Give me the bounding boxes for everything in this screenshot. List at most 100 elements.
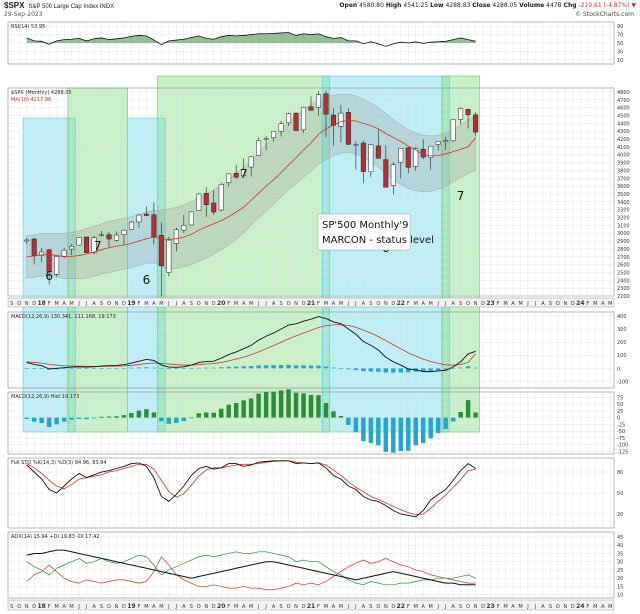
candle-body [24, 239, 30, 242]
y-tick-label: -100 [617, 379, 628, 385]
macd-hist-bar [346, 417, 351, 425]
candle-body [203, 193, 209, 205]
x-tick-label: A [332, 301, 336, 307]
x-tick-label: M [324, 301, 328, 307]
macd-hist-bar [159, 417, 164, 422]
y-tick-label: 2600 [617, 263, 630, 269]
x-tick-label: O [107, 301, 111, 307]
y-tick-label: -25 [617, 422, 625, 428]
macd-hist-bar [413, 417, 418, 446]
macd-mini-hist-bar [443, 368, 448, 370]
x-tick-label: S [10, 604, 13, 610]
macd-hist-bar [443, 417, 448, 429]
candle-body [128, 221, 134, 230]
candle-body [181, 225, 187, 231]
macd-mini-hist-bar [91, 368, 97, 369]
candle-body [398, 148, 404, 163]
macd-mini-hist-bar [69, 368, 74, 369]
macd-hist-bar [361, 417, 366, 442]
macd-hist-bar [450, 417, 456, 422]
x-tick-label: A [272, 301, 276, 307]
x-tick-label: 19 [127, 603, 135, 610]
macd-mini-hist-bar [144, 367, 149, 369]
x-tick-label: D [391, 301, 395, 307]
x-tick-label: A [422, 604, 426, 610]
x-tick-label: F [497, 604, 500, 610]
x-tick-label: N [115, 604, 119, 610]
y-tick-label: 10 [617, 58, 623, 64]
y-tick-label: 25 [617, 409, 623, 415]
chart-title: $SPX S&P 500 Large Cap Index INDX [4, 1, 114, 10]
chart-date: 29-Sep-2023 [4, 11, 43, 18]
adx-line [26, 549, 476, 586]
y-tick-label: 3100 [617, 223, 630, 229]
macd-mini-hist-bar [286, 364, 291, 369]
x-tick-label: J [347, 301, 349, 307]
x-tick-label: M [234, 604, 238, 610]
quote-value: -219.61 (-4.87%) ▼ [576, 2, 637, 9]
macd-mini-hist-bar [406, 368, 411, 373]
x-tick-label: J [444, 301, 446, 307]
candle-body [271, 131, 277, 139]
x-tick-label: A [242, 301, 246, 307]
x-tick-label: M [518, 604, 522, 610]
macd-mini-hist-bar [398, 368, 404, 373]
x-tick-label: S [190, 604, 193, 610]
x-tick-label: A [62, 604, 66, 610]
macd-hist-bar [308, 394, 314, 418]
x-tick-label: O [197, 604, 201, 610]
x-tick-label: M [144, 301, 148, 307]
macd-mini-hist-bar [301, 365, 306, 369]
x-tick-label: O [556, 604, 560, 610]
quote-key: Chg [563, 2, 577, 9]
x-tick-label: J [175, 301, 177, 307]
x-tick-label: J [85, 604, 87, 610]
x-tick-label: O [556, 301, 560, 307]
macd-mini-hist-bar [331, 367, 336, 369]
macd-mini-hist-bar [76, 368, 82, 369]
x-tick-label: M [339, 604, 343, 610]
candle-body [76, 237, 82, 246]
x-tick-label: F [227, 604, 230, 610]
y-tick-label: 15 [617, 584, 623, 590]
annotation-text: SP'500 Monthly'9 [322, 220, 409, 231]
x-tick-label: J [257, 301, 259, 307]
x-tick-label: J [354, 301, 356, 307]
y-tick-label: 50 [617, 41, 623, 47]
x-tick-label: O [17, 604, 21, 610]
y-tick-label: 2500 [617, 270, 630, 276]
phase-label: 7 [240, 167, 248, 181]
x-tick-label: A [152, 301, 156, 307]
x-tick-label: O [287, 604, 291, 610]
x-tick-label: F [227, 301, 230, 307]
x-tick-label: J [175, 604, 177, 610]
macd-hist-bar [151, 412, 157, 418]
candle-body [263, 138, 269, 140]
candle-body [46, 249, 52, 273]
candle-body [226, 173, 232, 183]
phase-label: 6 [143, 273, 151, 287]
quote-key: Close [472, 2, 491, 9]
candle-body [188, 211, 194, 226]
x-tick-label: D [32, 604, 36, 610]
candle-body [383, 159, 389, 188]
x-tick-label: O [287, 301, 291, 307]
y-tick-label: 4200 [617, 137, 630, 143]
watermark: © StockCharts.com [575, 11, 634, 18]
x-tick-label: A [601, 301, 605, 307]
x-tick-label: M [249, 604, 253, 610]
macd-mini-hist-bar [420, 368, 426, 372]
x-tick-label: M [593, 604, 597, 610]
candle-body [151, 214, 157, 238]
candle-body [84, 236, 90, 253]
macd-mini-hist-bar [391, 368, 396, 373]
candle-body [435, 141, 441, 145]
macd-hist-bar [458, 411, 463, 418]
macd-hist-bar [54, 417, 59, 425]
x-tick-label: N [204, 604, 208, 610]
macd-mini-hist-bar [211, 367, 216, 369]
x-tick-label: 23 [486, 603, 494, 610]
candle-body [173, 229, 179, 244]
y-tick-label: 4100 [617, 145, 630, 151]
